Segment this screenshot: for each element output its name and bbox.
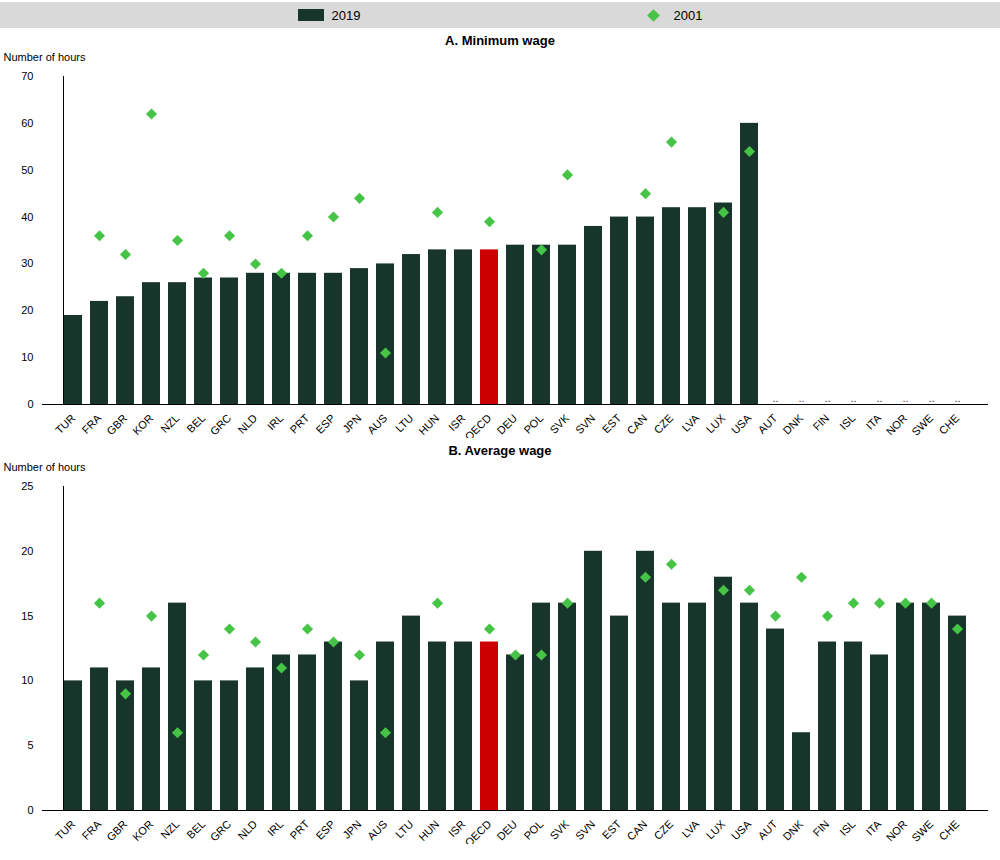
svg-text:AUS: AUS: [365, 818, 389, 842]
svg-text:PRT: PRT: [287, 412, 311, 436]
svg-text:ESP: ESP: [313, 412, 337, 436]
svg-text:ISL: ISL: [837, 412, 857, 432]
svg-text:LTU: LTU: [393, 412, 416, 435]
svg-text:LUX: LUX: [704, 411, 728, 435]
svg-text:ITA: ITA: [863, 411, 883, 431]
svg-text:LTU: LTU: [393, 818, 416, 841]
html-text:B. Average wage: B. Average wage: [448, 443, 552, 458]
svg-text:NOR: NOR: [884, 818, 910, 844]
svg-text:SVK: SVK: [547, 817, 572, 842]
svg-text:..: ..: [798, 392, 804, 404]
svg-text:JPN: JPN: [340, 818, 363, 841]
svg-text:USA: USA: [729, 817, 754, 842]
svg-text:..: ..: [876, 392, 882, 404]
svg-text:0: 0: [27, 398, 33, 410]
svg-text:CAN: CAN: [624, 818, 649, 843]
svg-text:NLD: NLD: [235, 412, 259, 436]
svg-text:AUS: AUS: [365, 412, 389, 436]
svg-text:CZE: CZE: [651, 818, 675, 842]
svg-text:Number of hours: Number of hours: [4, 461, 86, 473]
svg-text:FIN: FIN: [810, 412, 831, 433]
svg-text:NZL: NZL: [158, 818, 181, 841]
svg-text:OECD: OECD: [462, 818, 493, 844]
svg-text:0: 0: [27, 804, 33, 816]
svg-text:15: 15: [21, 610, 33, 622]
svg-text:IRL: IRL: [265, 412, 286, 433]
svg-text:40: 40: [21, 211, 33, 223]
svg-text:IRL: IRL: [265, 818, 286, 839]
svg-text:ISL: ISL: [837, 818, 857, 838]
svg-text:SWE: SWE: [909, 818, 935, 844]
svg-text:CAN: CAN: [624, 412, 649, 437]
svg-text:OECD: OECD: [462, 412, 493, 438]
svg-text:BEL: BEL: [184, 412, 207, 435]
svg-text:TUR: TUR: [53, 412, 78, 437]
svg-text:..: ..: [772, 392, 778, 404]
svg-text:Number of hours: Number of hours: [4, 51, 86, 63]
svg-text:30: 30: [21, 257, 33, 269]
html-text:2001: 2001: [673, 7, 703, 23]
svg-text:60: 60: [21, 117, 33, 129]
svg-text:ESP: ESP: [313, 818, 337, 842]
svg-text:50: 50: [21, 164, 33, 176]
svg-text:ISR: ISR: [446, 412, 467, 433]
svg-text:DEU: DEU: [494, 412, 519, 437]
svg-text:ITA: ITA: [863, 817, 883, 837]
svg-text:GRC: GRC: [208, 412, 234, 438]
svg-text:5: 5: [27, 739, 33, 751]
svg-text:20: 20: [21, 304, 33, 316]
svg-text:DEU: DEU: [494, 818, 519, 843]
svg-text:FIN: FIN: [810, 818, 831, 839]
svg-text:10: 10: [21, 351, 33, 363]
svg-text:NOR: NOR: [884, 412, 910, 438]
svg-text:POL: POL: [521, 412, 545, 436]
svg-text:JPN: JPN: [340, 412, 363, 435]
svg-text:CZE: CZE: [651, 412, 675, 436]
svg-text:BEL: BEL: [184, 818, 207, 841]
svg-text:SWE: SWE: [909, 412, 935, 438]
svg-text:LVA: LVA: [679, 817, 702, 840]
svg-text:10: 10: [21, 674, 33, 686]
html-text:2019: 2019: [331, 7, 361, 23]
svg-text:..: ..: [824, 392, 830, 404]
svg-text:KOR: KOR: [130, 412, 155, 437]
svg-text:EST: EST: [600, 818, 624, 842]
svg-text:GBR: GBR: [104, 818, 129, 843]
svg-text:PRT: PRT: [287, 818, 311, 842]
svg-text:USA: USA: [729, 411, 754, 436]
svg-text:ISR: ISR: [446, 818, 467, 839]
svg-text:..: ..: [902, 392, 908, 404]
svg-text:CHE: CHE: [936, 818, 961, 843]
svg-text:SVN: SVN: [573, 818, 598, 843]
svg-text:TUR: TUR: [53, 818, 78, 843]
svg-text:LUX: LUX: [704, 817, 728, 841]
svg-text:POL: POL: [521, 818, 545, 842]
svg-text:GBR: GBR: [104, 412, 129, 437]
svg-text:CHE: CHE: [936, 412, 961, 437]
svg-text:DNK: DNK: [780, 411, 805, 436]
svg-text:..: ..: [954, 392, 960, 404]
svg-text:SVK: SVK: [547, 411, 572, 436]
svg-text:GRC: GRC: [208, 818, 234, 844]
svg-text:NZL: NZL: [158, 412, 181, 435]
svg-text:HUN: HUN: [416, 818, 441, 843]
svg-text:FRA: FRA: [79, 411, 104, 436]
svg-text:25: 25: [21, 480, 33, 492]
svg-text:LVA: LVA: [679, 411, 702, 434]
svg-text:..: ..: [928, 392, 934, 404]
svg-text:..: ..: [850, 392, 856, 404]
svg-text:70: 70: [21, 70, 33, 82]
svg-text:KOR: KOR: [130, 818, 155, 843]
svg-text:NLD: NLD: [235, 818, 259, 842]
svg-text:20: 20: [21, 545, 33, 557]
svg-text:SVN: SVN: [573, 412, 598, 437]
svg-text:HUN: HUN: [416, 412, 441, 437]
svg-text:FRA: FRA: [79, 817, 104, 842]
svg-text:AUT: AUT: [755, 412, 779, 436]
svg-text:EST: EST: [600, 412, 624, 436]
svg-text:AUT: AUT: [755, 818, 779, 842]
svg-text:DNK: DNK: [780, 817, 805, 842]
html-text:A. Minimum wage: A. Minimum wage: [445, 33, 555, 48]
